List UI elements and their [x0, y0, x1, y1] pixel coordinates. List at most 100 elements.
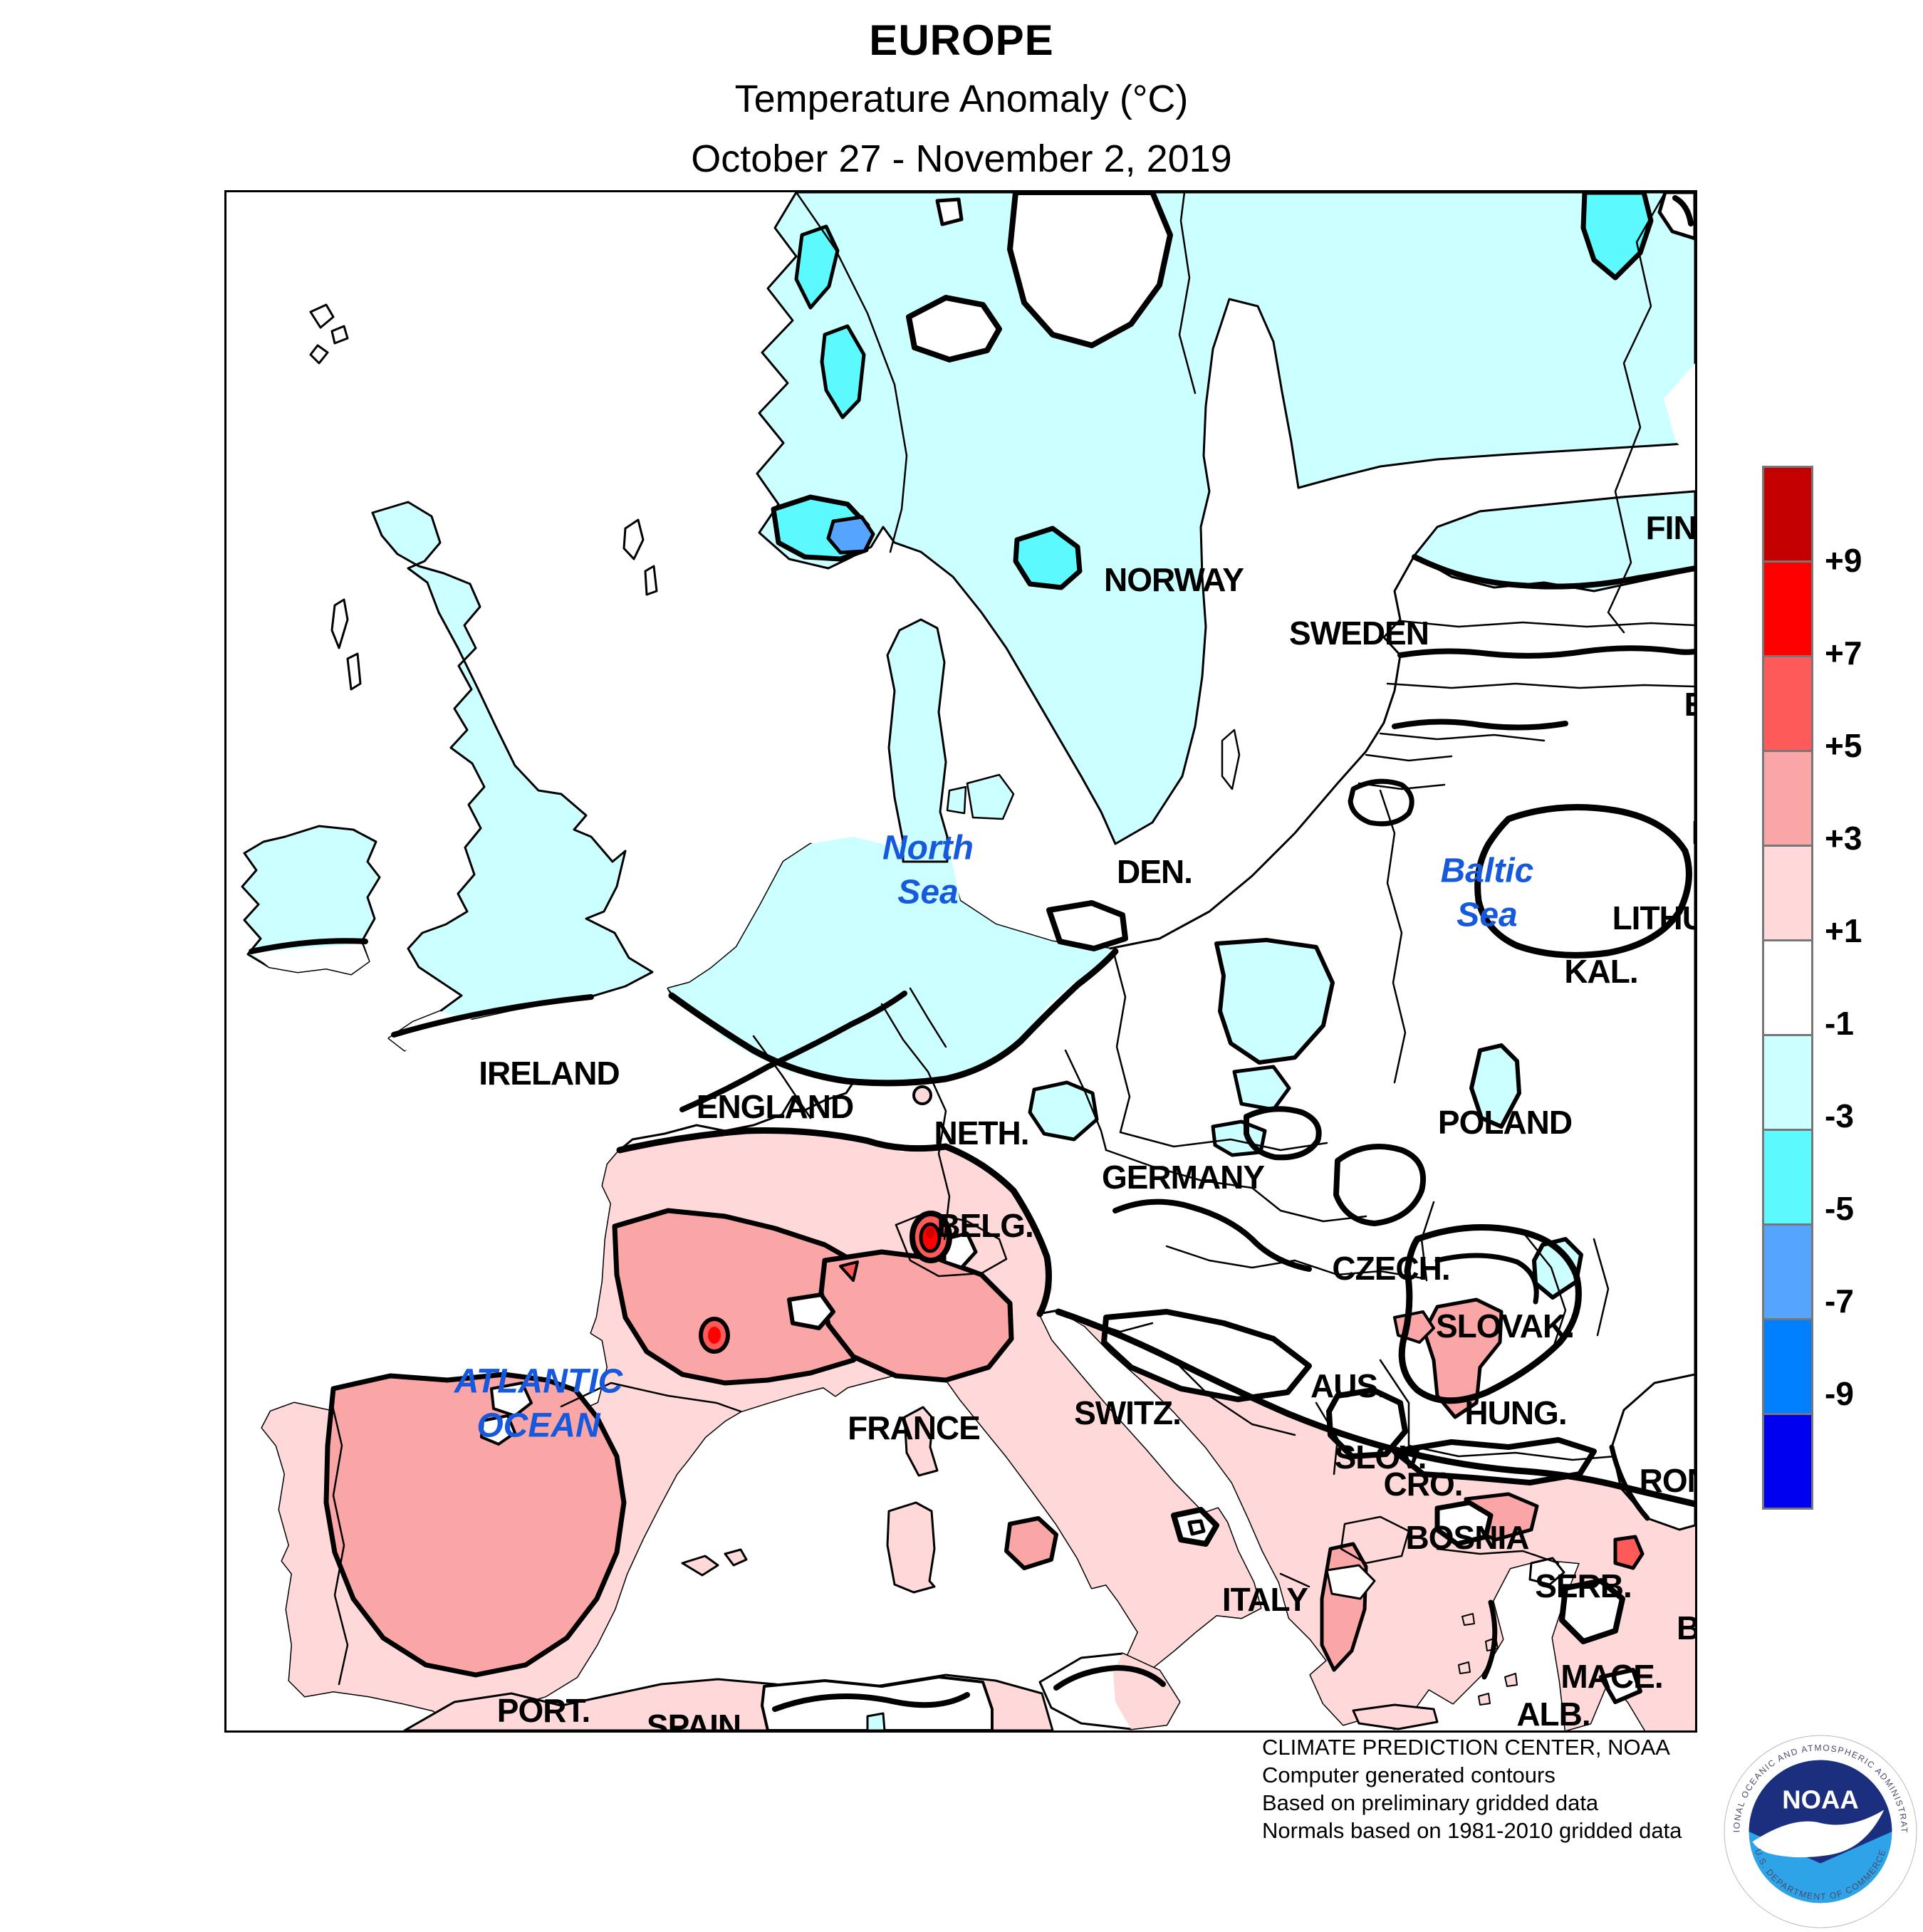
- label-italy: ITALY: [1221, 1581, 1308, 1619]
- legend-swatch: [1762, 1129, 1813, 1226]
- legend-label: -3: [1825, 1097, 1854, 1134]
- noaa-logo: NOAA NATIONAL OCEANIC AND ATMOSPHERIC AD…: [1720, 1727, 1917, 1928]
- island-sardinia: [886, 1501, 936, 1594]
- label-baltic-sea: Baltic Sea: [1440, 852, 1534, 934]
- credit-line: CLIMATE PREDICTION CENTER, NOAA: [1262, 1735, 1670, 1760]
- label-bulgaria: BULG.: [1676, 1609, 1697, 1647]
- label-north-sea: North Sea: [882, 829, 974, 912]
- legend-swatch: [1762, 560, 1813, 657]
- label-poland: POLAND: [1437, 1104, 1573, 1142]
- label-romania: ROMANIA: [1639, 1462, 1695, 1500]
- island-sicily: [1038, 1652, 1181, 1730]
- label-austria: AUS.: [1310, 1367, 1387, 1405]
- legend-swatch: [1762, 845, 1813, 941]
- thick-contours: [616, 645, 1695, 1680]
- label-england: ENGLAND: [696, 1088, 854, 1126]
- label-finland: FINLAND: [1645, 509, 1697, 547]
- credits-block: CLIMATE PREDICTION CENTER, NOAA Computer…: [1262, 1733, 1682, 1844]
- landmass-scandinavia: [756, 192, 1695, 845]
- label-portugal: PORT.: [496, 1692, 590, 1730]
- label-serbia: SERB.: [1535, 1567, 1632, 1605]
- region-negative-nw-europe: [668, 837, 1128, 1084]
- page-date-range: October 27 - November 2, 2019: [691, 137, 1232, 180]
- label-ireland: IRELAND: [479, 1055, 620, 1092]
- legend-label: +1: [1825, 912, 1862, 949]
- landmass-ireland: [241, 825, 381, 976]
- label-france: FRANCE: [848, 1409, 981, 1447]
- white-patch-croatia: [1101, 1309, 1312, 1402]
- legend-swatch: [1762, 1223, 1813, 1320]
- label-denmark: DEN.: [1117, 853, 1193, 891]
- legend-label: -9: [1825, 1375, 1854, 1412]
- logo-emblem: [1749, 1760, 1892, 1904]
- island-crete: [1352, 1703, 1439, 1730]
- label-albania: ALB.: [1516, 1696, 1590, 1733]
- credit-line: Based on preliminary gridded data: [1262, 1790, 1599, 1815]
- hotspot-france: [699, 1317, 730, 1354]
- white-holes-warm: [480, 1231, 978, 1446]
- label-slovenia: SLOV.: [1334, 1438, 1427, 1476]
- logo-noaa-text: NOAA: [1782, 1785, 1859, 1814]
- sea-marmara: [1528, 1557, 1565, 1586]
- small-islands-north: [309, 303, 658, 691]
- label-hungary: HUNG.: [1464, 1394, 1567, 1432]
- warm-region-france: [612, 1208, 895, 1386]
- label-spain: SPAIN: [646, 1708, 741, 1733]
- corner-blob: [1657, 192, 1695, 241]
- legend-label: -1: [1825, 1005, 1854, 1042]
- region-estonia-cool: [1412, 490, 1695, 592]
- islands-mediterranean: [681, 1406, 1518, 1730]
- hotspot-turkey: [1613, 1535, 1645, 1570]
- label-belgium: BELG.: [937, 1207, 1034, 1245]
- legend-label: -5: [1825, 1190, 1854, 1227]
- label-slovakia: SLOVAK.: [1435, 1307, 1575, 1345]
- legend-label: +7: [1825, 635, 1862, 672]
- white-patch-serbia: [1326, 1387, 1408, 1459]
- island-gotland: [1221, 729, 1241, 790]
- label-sweden: SWEDEN: [1289, 615, 1429, 652]
- legend-swatch: [1762, 466, 1813, 563]
- cool-patches-central-europe: [912, 938, 1583, 1300]
- label-croatia: CRO.: [1383, 1466, 1464, 1503]
- legend-label: +9: [1825, 542, 1862, 579]
- page-subtitle: Temperature Anomaly (°C): [734, 78, 1189, 120]
- landmass-north-africa: [403, 1673, 1054, 1730]
- label-estonia: ESTONIA: [1684, 687, 1695, 722]
- logo-seagull: [1752, 1810, 1885, 1858]
- white-hole-baltic-coast: [1046, 900, 1128, 951]
- europe-map-svg: [241, 192, 1695, 1730]
- legend-swatch: [1762, 750, 1813, 847]
- label-lithuania: LITHUANIA: [1612, 899, 1695, 937]
- legend-label: +5: [1825, 727, 1862, 764]
- cold-patch-ne-finland: [1580, 192, 1654, 281]
- contour-romania-loop: [1398, 1224, 1582, 1404]
- legend-swatch: [1762, 1318, 1813, 1415]
- label-switzerland: SWITZ.: [1074, 1394, 1182, 1432]
- label-atlantic-ocean: ATLANTIC OCEAN: [454, 1362, 623, 1445]
- white-patch-turkey: [1559, 1578, 1625, 1644]
- contour-slovakia-loop: [1244, 1106, 1322, 1161]
- country-borders: [330, 192, 1695, 1686]
- anomaly-patches-scandinavia: [771, 192, 1695, 590]
- legend-swatch: [1762, 1034, 1813, 1131]
- cold-core-south-norway: [826, 515, 875, 555]
- legend-swatch: [1762, 939, 1813, 1036]
- credit-line: Normals based on 1981-2010 gridded data: [1262, 1818, 1682, 1843]
- label-latvia: LATVIA: [1692, 815, 1695, 850]
- cool-patch-east-romania: [1532, 1237, 1583, 1300]
- legend-swatch: [1762, 1413, 1813, 1510]
- label-netherlands: NETH.: [934, 1114, 1030, 1152]
- label-germany: GERMANY: [1101, 1159, 1265, 1196]
- legend-colorbar: [1762, 466, 1813, 1510]
- label-macedonia: MACE.: [1560, 1658, 1663, 1696]
- legend-label: -7: [1825, 1283, 1854, 1320]
- contour-belarus-loop: [1474, 804, 1692, 959]
- page-title: EUROPE: [869, 16, 1054, 64]
- europe-anomaly-map: NORWAY SWEDEN FINLAND ESTONIA LATVIA LIT…: [224, 190, 1697, 1733]
- label-kaliningrad: KAL.: [1564, 953, 1638, 991]
- legend-swatch: [1762, 655, 1813, 752]
- warm-region-spain: [323, 1372, 627, 1678]
- landmass-denmark: [886, 618, 1015, 863]
- label-bosnia: BOSNIA: [1405, 1519, 1530, 1557]
- landmass-great-britain: [371, 501, 654, 1052]
